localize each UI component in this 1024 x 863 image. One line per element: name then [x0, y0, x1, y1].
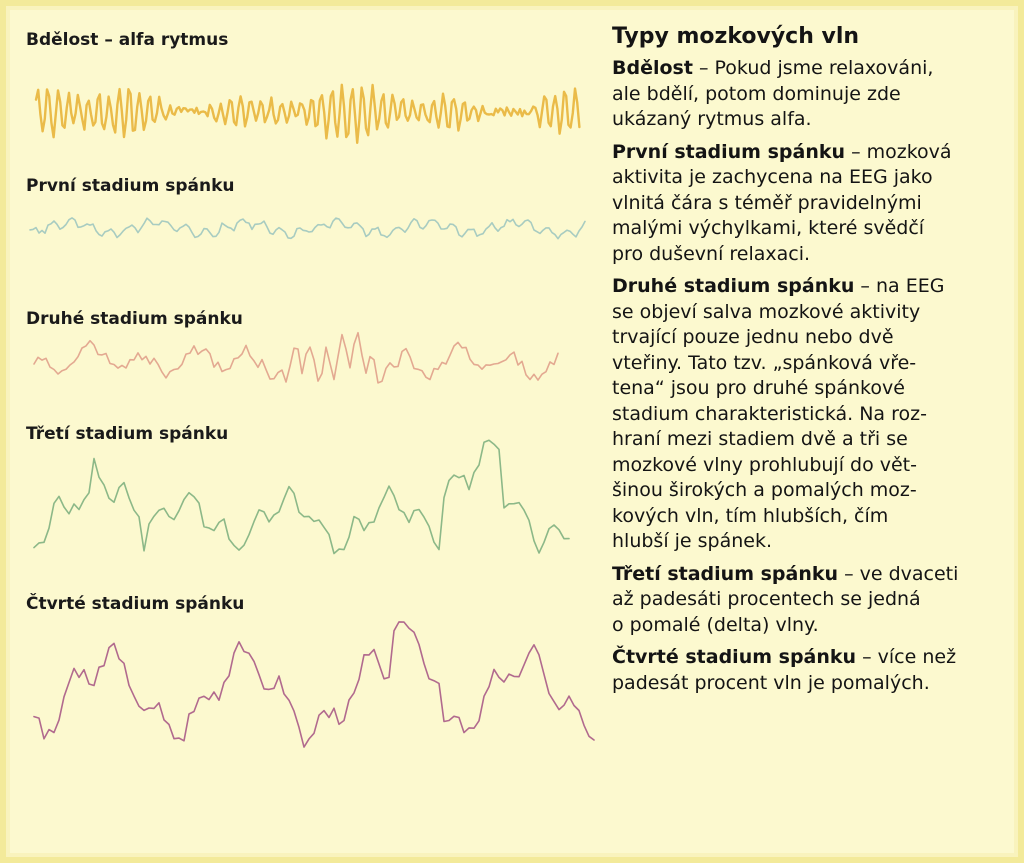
paragraph-line: tena“ jsou pro druhé spánkové [612, 377, 905, 399]
eeg-waves [29, 83, 595, 748]
paragraph-line: trvající pouze jednu nebo dvě [612, 326, 894, 348]
paragraph-line: šinou širokých a pomalých moz- [612, 479, 917, 501]
paragraph-line: mozkové vlny prohlubují do vět- [612, 453, 917, 476]
paragraph-line: – na EEG [854, 275, 945, 297]
paragraph-line: malými výchylkami, které svědčí [612, 217, 925, 239]
description-panel: Typy mozkových vln Bdělost – Pokud jsme … [612, 22, 1004, 703]
wave-label-stage-2: Druhé stadium spánku [26, 309, 243, 329]
paragraph-line: až padesáti procentech se jedná [612, 588, 921, 610]
paragraph-line: – Pokud jsme relaxováni, [692, 57, 934, 79]
paragraph-line: o pomalé (delta) vlny. [612, 613, 819, 636]
paragraph-lead: První stadium spánku [612, 140, 846, 163]
paragraph-stage-4: Čtvrté stadium spánku – více než padesát… [612, 645, 1004, 696]
paragraph-line: padesát procent vln je pomalých. [612, 671, 930, 694]
paragraph-line: ale bdělí, potom dominuje zde [612, 82, 901, 105]
paragraph-line: se objeví salva mozkové aktivity [612, 300, 921, 323]
wave-label-stage-4: Čtvrté stadium spánku [26, 594, 245, 614]
paragraph-stage-2: Druhé stadium spánku – na EEG se objeví … [612, 274, 1004, 555]
paragraph-line: aktivita je zachycena na EEG jako [612, 166, 933, 188]
wave-stage-3 [33, 439, 570, 555]
paragraph-lead: Čtvrté stadium spánku [612, 646, 857, 668]
wave-label-stage-1: První stadium spánku [26, 176, 235, 196]
wave-stage-1 [29, 217, 586, 240]
paragraph-line: vteřiny. Tato tzv. „spánková vře- [612, 351, 917, 374]
paragraph-line: pro duševní relaxaci. [612, 242, 811, 265]
paragraph-lead: Třetí stadium spánku [612, 562, 839, 585]
paragraph-line: – ve dvaceti [838, 562, 959, 585]
wave-awake-alpha [34, 83, 581, 144]
paragraph-line: kových vln, tím hlubších, čím [612, 504, 889, 527]
wave-stage-2 [33, 331, 559, 384]
wave-label-stage-3: Třetí stadium spánku [26, 424, 229, 444]
paragraph-line: – více než [856, 646, 957, 668]
wave-stage-4 [33, 621, 595, 748]
paragraph-lead: Bdělost [612, 57, 693, 79]
paragraph-lead: Druhé stadium spánku [612, 275, 855, 297]
paragraph-line: hlubší je spánek. [612, 530, 773, 552]
paragraph-line: – mozková [845, 140, 952, 163]
panel-title: Typy mozkových vln [612, 24, 860, 49]
paragraph-line: vlnitá čára s téměř pravidelnými [612, 191, 922, 214]
paragraph-awake: Bdělost – Pokud jsme relaxováni, ale bdě… [612, 56, 1004, 133]
paragraph-line: hraní mezi stadiem dvě a tři se [612, 428, 908, 450]
paragraph-line: stadium charakteristická. Na roz- [612, 402, 927, 425]
wave-label-awake-alpha: Bdělost – alfa rytmus [26, 30, 229, 50]
paragraph-stage-1: První stadium spánku – mozková aktivita … [612, 140, 1004, 268]
paragraph-stage-3: Třetí stadium spánku – ve dvaceti až pad… [612, 562, 1004, 639]
paragraph-line: ukázaný rytmus alfa. [612, 108, 812, 130]
